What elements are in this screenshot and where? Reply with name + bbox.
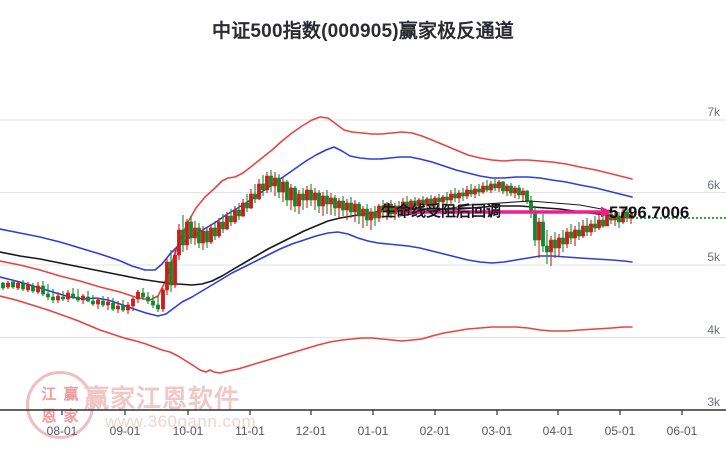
- page-title: 中证500指数(000905)赢家极反通道: [212, 21, 514, 42]
- y-axis-tick-label: 5k: [707, 250, 720, 264]
- x-axis-tick-label: 12-01: [295, 424, 327, 438]
- x-axis-tick-label: 01-01: [357, 424, 389, 438]
- watermark-seal-char: 恩: [41, 407, 57, 425]
- y-axis-tick-label: 3k: [707, 395, 720, 409]
- y-axis-tick-label: 4k: [707, 322, 720, 337]
- y-axis-tick-label: 6k: [707, 177, 720, 192]
- chart-canvas: [0, 116, 726, 415]
- gridlines: [0, 119, 726, 411]
- watermark-url: www.360gann.com: [105, 412, 257, 431]
- x-axis-tick-label: 10-01: [172, 424, 204, 438]
- lifeline-pullback-note: 生命线受阻后回调: [381, 203, 502, 220]
- chart-overlays: [399, 200, 726, 219]
- watermark-seal-char: 家: [63, 407, 79, 425]
- watermark-seal-char: 赢: [63, 385, 79, 403]
- x-axis-tick-label: 02-01: [419, 424, 451, 438]
- channel-bands: [0, 116, 633, 374]
- last-price-label: 5796.7006: [609, 203, 690, 222]
- y-axis-tick-label: 7k: [707, 105, 720, 119]
- x-axis-tick-label: 11-01: [235, 424, 265, 438]
- x-axis-tick-label: 06-01: [666, 424, 698, 438]
- watermark-seal: 江 赢 恩 家: [26, 371, 94, 439]
- x-axis-tick-label: 05-01: [604, 424, 636, 438]
- x-axis-tick-label: 08-01: [46, 424, 78, 438]
- watermark-seal-char: 江: [41, 385, 57, 403]
- x-axis-tick-label: 03-01: [481, 424, 513, 438]
- watermark-brand: 赢家江恩软件: [84, 385, 241, 413]
- x-axis-tick-label: 09-01: [109, 424, 141, 438]
- axis-lines: [61, 410, 683, 415]
- x-axis-tick-label: 04-01: [542, 424, 574, 438]
- candlestick-series: [1, 170, 633, 314]
